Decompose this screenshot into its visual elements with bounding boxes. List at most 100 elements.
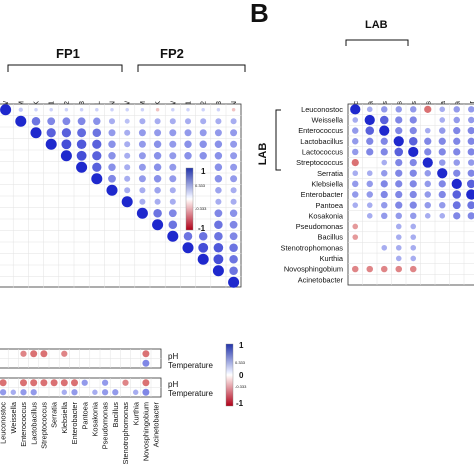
correlation-dot	[381, 159, 388, 166]
correlation-dot	[438, 148, 446, 156]
correlation-dot	[215, 198, 222, 205]
correlation-dot	[216, 108, 221, 112]
correlation-dot	[381, 169, 388, 177]
correlation-dot	[452, 201, 461, 210]
correlation-dot	[64, 108, 69, 112]
correlation-dot	[229, 220, 238, 229]
correlation-dot	[138, 129, 146, 137]
correlation-dot	[124, 141, 131, 148]
correlation-dot	[381, 265, 388, 273]
panel-c-top-row-label-ph: pH	[168, 352, 178, 361]
panel-c-column-label: Acinetobacter	[152, 401, 161, 447]
correlation-dot	[153, 163, 162, 171]
correlation-dot	[213, 242, 224, 253]
correlation-dot	[352, 265, 359, 273]
correlation-dot	[140, 108, 145, 112]
correlation-dot	[230, 163, 238, 171]
panel-c-column-label: Pantoea	[80, 401, 89, 429]
correlation-dot	[395, 212, 402, 220]
correlation-dot	[453, 169, 461, 177]
panel-c-column-label: Enterococcus	[19, 402, 28, 447]
panel-b-row-label: Acinetobacter	[298, 275, 344, 284]
panel-b-row-label: Streptococcus	[296, 158, 343, 167]
correlation-dot	[394, 147, 404, 157]
correlation-dot	[124, 152, 131, 159]
fp2-bracket	[137, 64, 246, 72]
correlation-dot	[142, 388, 150, 396]
correlation-dot	[365, 126, 375, 135]
correlation-dot	[142, 379, 150, 387]
panel-c-column-label: Pseudomonas	[101, 402, 110, 450]
panel-b-row-label: Kosakonia	[308, 211, 343, 220]
correlation-dot	[408, 146, 419, 158]
correlation-dot	[395, 255, 402, 262]
correlation-dot	[438, 137, 446, 145]
correlation-dot	[467, 169, 474, 177]
correlation-dot	[49, 108, 53, 112]
correlation-dot	[453, 127, 461, 135]
correlation-dot	[101, 379, 109, 386]
correlation-dot	[138, 140, 146, 148]
panel-a-cells	[0, 104, 240, 288]
group-label-fp1: FP1	[56, 46, 80, 61]
correlation-dot	[229, 254, 238, 264]
correlation-dot	[200, 118, 207, 125]
correlation-dot	[124, 129, 131, 136]
correlation-dot	[169, 163, 177, 171]
correlation-dot	[395, 201, 403, 209]
panel-c-legend-tick-1: 0.333	[235, 360, 246, 365]
panel-a-legend-max: 1	[201, 167, 206, 176]
correlation-dot	[154, 186, 161, 194]
correlation-dot	[453, 116, 460, 124]
correlation-dot	[71, 379, 78, 387]
correlation-dot	[167, 230, 179, 242]
panel-b-row-label: Lactococcus	[302, 148, 343, 157]
correlation-dot	[409, 116, 417, 124]
panel-b-row-label: Klebsiella	[311, 179, 344, 188]
correlation-dot	[468, 106, 474, 113]
correlation-dot	[439, 127, 446, 134]
correlation-dot	[410, 223, 417, 230]
correlation-dot	[452, 190, 462, 199]
correlation-dot	[439, 213, 446, 219]
correlation-dot	[121, 196, 133, 208]
correlation-dot	[395, 169, 403, 177]
correlation-dot	[409, 158, 417, 167]
correlation-dot	[101, 389, 109, 396]
correlation-dot	[139, 187, 146, 194]
correlation-dot	[366, 202, 373, 208]
panel-c-top-row-label-temperature: Temperature	[168, 361, 213, 370]
correlation-dot	[30, 127, 42, 139]
correlation-dot	[139, 198, 146, 205]
fp1-bracket	[7, 64, 123, 72]
correlation-dot	[395, 180, 403, 188]
correlation-dot	[91, 173, 103, 185]
correlation-dot	[229, 209, 238, 217]
panel-c-grid	[0, 349, 162, 397]
correlation-dot	[230, 175, 238, 183]
correlation-dot	[154, 118, 161, 125]
correlation-dot	[364, 114, 375, 126]
panel-b-row-label: Weissella	[312, 116, 344, 125]
correlation-dot	[92, 389, 98, 395]
correlation-dot	[30, 379, 38, 387]
correlation-dot	[154, 129, 162, 137]
correlation-dot	[124, 175, 131, 182]
correlation-dot	[230, 140, 238, 148]
correlation-dot	[136, 207, 148, 219]
correlation-dot	[229, 266, 238, 276]
correlation-dot	[0, 389, 7, 396]
correlation-dot	[142, 350, 150, 358]
panel-b-row-label: Serratia	[317, 169, 344, 178]
correlation-dot	[366, 137, 374, 145]
correlation-dot	[153, 140, 162, 148]
correlation-dot	[467, 148, 474, 156]
correlation-dot	[352, 148, 359, 156]
correlation-dot	[152, 219, 164, 231]
correlation-dot	[395, 234, 402, 240]
correlation-dot	[468, 116, 474, 124]
correlation-dot	[18, 107, 23, 112]
panel-b-row-label: Kurthia	[320, 254, 344, 263]
correlation-dot	[409, 169, 417, 177]
panel-c: pH Temperature pH Temperature Leuconosto…	[0, 341, 247, 464]
